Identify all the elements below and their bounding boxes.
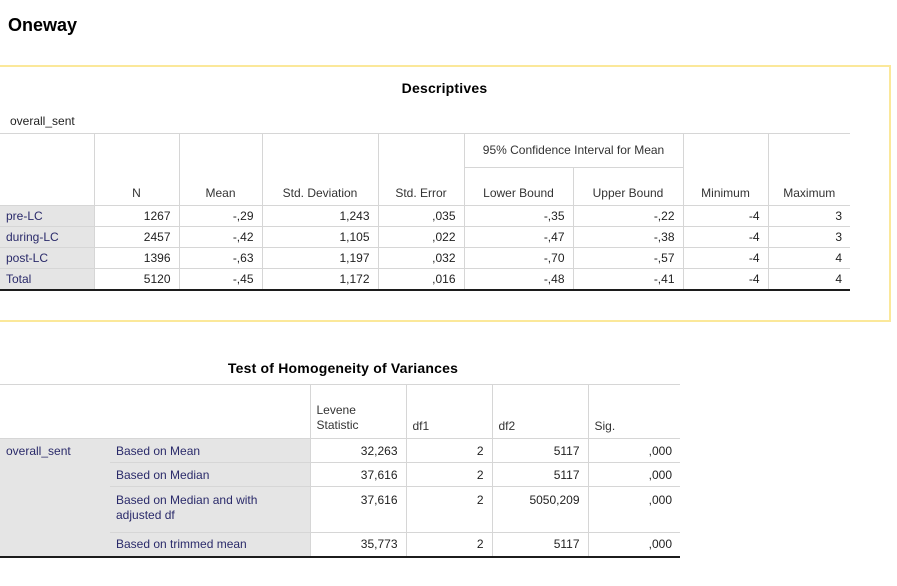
col-header-std-error: Std. Error xyxy=(377,167,464,206)
table-cell: 5117 xyxy=(491,462,588,487)
table-cell: 1,243 xyxy=(261,205,378,227)
homogeneity-table: Levene Statistic df1 df2 Sig. overall_se… xyxy=(0,384,680,558)
table-row: during-LC 2457 -,42 1,105 ,022 -,47 -,38… xyxy=(0,226,850,248)
table-cell: ,016 xyxy=(377,268,464,291)
table-cell: ,035 xyxy=(377,205,464,227)
table-cell: ,032 xyxy=(377,247,464,269)
table-cell: 1,105 xyxy=(261,226,378,248)
table-cell: -,48 xyxy=(463,268,573,291)
section-heading: Oneway xyxy=(8,15,78,35)
table-cell: 4 xyxy=(767,268,850,291)
table-cell: -,47 xyxy=(463,226,573,248)
table-row: overall_sent Based on Mean 32,263 2 5117… xyxy=(0,438,680,558)
table-cell: 2 xyxy=(405,438,492,463)
ci-header: 95% Confidence Interval for Mean xyxy=(463,133,683,168)
descriptives-title: Descriptives xyxy=(401,80,488,96)
table-cell: ,000 xyxy=(587,438,680,463)
table-cell: -,38 xyxy=(572,226,683,248)
row-group-label: overall_sent xyxy=(0,438,110,558)
descriptives-panel: Descriptives overall_sent 95% Confidence… xyxy=(0,65,891,322)
row-label: pre-LC xyxy=(0,205,94,227)
table-cell: 3 xyxy=(767,226,850,248)
table-row: pre-LC 1267 -,29 1,243 ,035 -,35 -,22 -4… xyxy=(0,205,850,227)
table-cell: -,57 xyxy=(572,247,683,269)
row-label: Based on Median and with adjusted df xyxy=(110,486,310,533)
table-cell: 1267 xyxy=(93,205,179,227)
table-row: Total 5120 -,45 1,172 ,016 -,48 -,41 -4 … xyxy=(0,268,850,291)
table-cell: 4 xyxy=(767,247,850,269)
table-cell: 37,616 xyxy=(309,486,406,533)
table-cell: -,35 xyxy=(463,205,573,227)
table-cell: 1,172 xyxy=(261,268,378,291)
col-header-mean: Mean xyxy=(178,167,262,206)
col-header-minimum: Minimum xyxy=(682,167,768,206)
table-cell: ,000 xyxy=(587,462,680,487)
table-cell: -4 xyxy=(682,247,768,269)
table-cell: -4 xyxy=(682,205,768,227)
table-cell: 5120 xyxy=(93,268,179,291)
table-cell: 2 xyxy=(405,462,492,487)
table-cell: 5117 xyxy=(491,532,588,558)
table-row: Based on trimmed mean 35,773 2 5117 ,000 xyxy=(0,532,680,558)
col-header-upper-bound: Upper Bound xyxy=(572,167,683,206)
table-cell: 1396 xyxy=(93,247,179,269)
table-cell: -4 xyxy=(682,226,768,248)
col-header-std-deviation: Std. Deviation xyxy=(261,167,378,206)
table-cell: 37,616 xyxy=(309,462,406,487)
table-cell: -,22 xyxy=(572,205,683,227)
table-cell: 2457 xyxy=(93,226,179,248)
row-label: Total xyxy=(0,268,94,291)
table-row: post-LC 1396 -,63 1,197 ,032 -,70 -,57 -… xyxy=(0,247,850,269)
col-header-lower-bound: Lower Bound xyxy=(463,167,573,206)
descriptives-variable-label: overall_sent xyxy=(10,114,75,128)
table-cell: ,000 xyxy=(587,532,680,558)
table-row: Based on Median and with adjusted df 37,… xyxy=(0,486,680,533)
row-label: Based on Mean xyxy=(110,438,310,463)
table-cell: 3 xyxy=(767,205,850,227)
row-label: during-LC xyxy=(0,226,94,248)
table-cell: 32,263 xyxy=(309,438,406,463)
row-label: post-LC xyxy=(0,247,94,269)
table-cell: -4 xyxy=(682,268,768,291)
col-header-df1: df1 xyxy=(405,384,492,439)
table-cell: ,000 xyxy=(587,486,680,533)
table-cell: -,29 xyxy=(178,205,262,227)
table-cell: -,45 xyxy=(178,268,262,291)
table-cell: -,41 xyxy=(572,268,683,291)
row-label: Based on Median xyxy=(110,462,310,487)
col-header-levene-statistic: Levene Statistic xyxy=(309,384,406,439)
table-cell: 5117 xyxy=(491,438,588,463)
table-cell: ,022 xyxy=(377,226,464,248)
col-header-maximum: Maximum xyxy=(767,167,850,206)
col-header-df2: df2 xyxy=(491,384,588,439)
col-header-sig: Sig. xyxy=(587,384,680,439)
table-row: Based on Median 37,616 2 5117 ,000 xyxy=(0,462,680,487)
table-cell: 35,773 xyxy=(309,532,406,558)
row-label: Based on trimmed mean xyxy=(110,532,310,558)
homogeneity-title: Test of Homogeneity of Variances xyxy=(227,360,459,376)
descriptives-table: 95% Confidence Interval for Mean N Mean … xyxy=(0,133,850,291)
table-cell: -,63 xyxy=(178,247,262,269)
col-header-n: N xyxy=(93,167,179,206)
table-cell: -,70 xyxy=(463,247,573,269)
table-cell: 1,197 xyxy=(261,247,378,269)
table-cell: 2 xyxy=(405,486,492,533)
table-cell: -,42 xyxy=(178,226,262,248)
table-cell: 2 xyxy=(405,532,492,558)
table-cell: 5050,209 xyxy=(491,486,588,533)
